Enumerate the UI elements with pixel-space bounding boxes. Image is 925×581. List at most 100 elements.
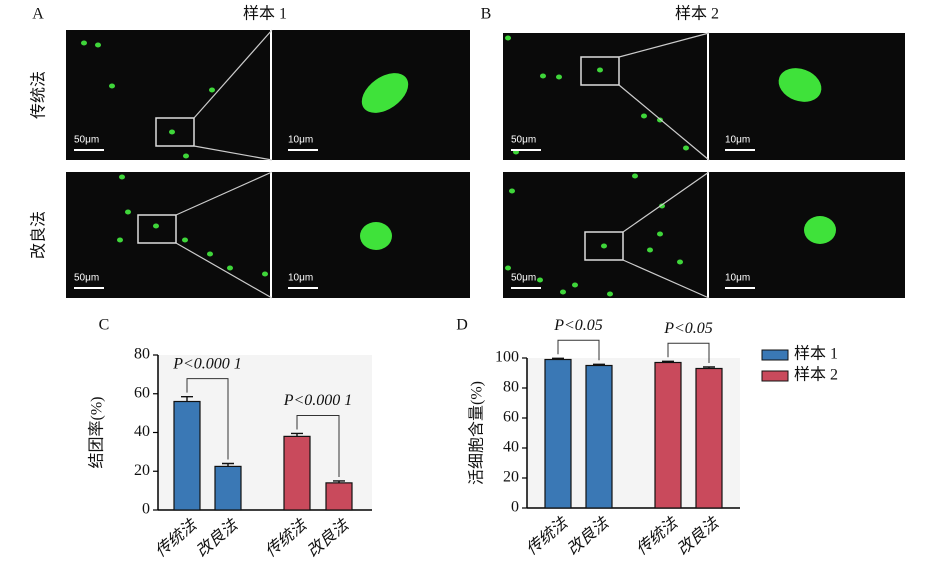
cell — [183, 153, 189, 159]
cell — [647, 247, 653, 253]
cell — [556, 74, 562, 80]
scale-label: 10μm — [288, 273, 313, 284]
y-tick-label: 80 — [134, 346, 150, 363]
error-bar — [552, 357, 564, 360]
error-bar — [703, 366, 715, 369]
cell-zoom — [360, 222, 392, 250]
cell — [572, 282, 578, 288]
cell — [262, 271, 268, 277]
cell — [560, 289, 566, 295]
bar — [283, 435, 311, 511]
panel-title: 样本 1 — [243, 5, 287, 23]
y-tick-label: 100 — [495, 349, 519, 366]
inset-line — [193, 145, 273, 161]
x-tick-label: 传统法 — [523, 513, 573, 559]
x-tick-label: 传统法 — [152, 515, 202, 561]
scale-label: 10μm — [288, 135, 313, 146]
micrograph — [503, 33, 707, 160]
error-bar — [593, 363, 605, 366]
error-bar — [662, 360, 674, 363]
x-tick-label: 传统法 — [633, 513, 683, 559]
inset-line — [175, 171, 273, 216]
cell — [81, 40, 87, 46]
cell — [125, 209, 131, 215]
cell — [207, 251, 213, 257]
significance-label: P<0.000 1 — [283, 392, 353, 409]
inset-line — [622, 259, 710, 299]
panel-label: C — [99, 317, 110, 334]
y-axis-label: 结团率(%) — [88, 397, 106, 469]
y-tick-label: 60 — [503, 409, 519, 426]
x-tick-label: 改良法 — [304, 515, 354, 561]
cell — [607, 291, 613, 297]
cell — [683, 145, 689, 151]
significance-bracket — [557, 339, 600, 361]
cell — [169, 129, 175, 135]
y-tick-label: 80 — [503, 379, 519, 396]
bar — [214, 465, 242, 511]
significance-bracket — [667, 342, 710, 363]
panel-label: B — [481, 6, 492, 23]
x-tick-label: 改良法 — [674, 513, 724, 559]
x-tick-label: 传统法 — [262, 515, 312, 561]
significance-label: P<0.05 — [663, 320, 713, 337]
cell — [227, 265, 233, 271]
cell — [657, 231, 663, 237]
error-bar — [222, 462, 234, 467]
bar — [654, 361, 682, 509]
y-tick-label: 40 — [134, 423, 150, 440]
legend-label: 样本 1 — [794, 345, 838, 363]
cell-zoom — [778, 68, 822, 102]
significance-bracket — [296, 414, 340, 477]
scale-label: 50μm — [511, 135, 536, 146]
bar — [695, 367, 723, 509]
bar — [173, 400, 201, 511]
cell — [677, 259, 683, 265]
scale-label: 50μm — [511, 273, 536, 284]
significance-label: P<0.000 1 — [172, 355, 242, 372]
inset-line — [622, 171, 710, 233]
y-tick-label: 40 — [503, 439, 519, 456]
error-bar — [291, 432, 303, 437]
scale-label: 50μm — [74, 135, 99, 146]
cell — [153, 223, 159, 229]
cell — [537, 277, 543, 283]
cell — [209, 87, 215, 93]
inset-box — [580, 56, 620, 86]
legend-swatch — [761, 349, 789, 361]
scale-label: 10μm — [725, 273, 750, 284]
inset-box — [137, 214, 177, 244]
cell-zoom — [361, 73, 409, 113]
y-axis-label: 活细胞含量(%) — [468, 381, 486, 485]
inset-line — [193, 29, 273, 119]
scale-label: 50μm — [74, 273, 99, 284]
cell — [95, 42, 101, 48]
inset-line — [618, 32, 710, 58]
bar — [325, 482, 353, 511]
cell — [597, 67, 603, 73]
y-tick-label: 60 — [134, 384, 150, 401]
x-tick-label: 改良法 — [564, 513, 614, 559]
error-bar — [181, 395, 193, 402]
cell — [505, 265, 511, 271]
row-label: 传统法 — [30, 71, 48, 119]
cell — [109, 83, 115, 89]
cell — [657, 117, 663, 123]
y-tick-label: 0 — [142, 501, 150, 518]
bar — [585, 364, 613, 509]
inset-line — [618, 84, 710, 161]
inset-box — [584, 231, 624, 261]
cell — [509, 188, 515, 194]
row-label: 改良法 — [30, 211, 48, 259]
inset-line — [175, 242, 273, 299]
bar — [544, 358, 572, 509]
panel-label: D — [456, 317, 468, 334]
cell — [119, 174, 125, 180]
y-tick-label: 0 — [511, 499, 519, 516]
scale-label: 10μm — [725, 135, 750, 146]
cell — [659, 203, 665, 209]
x-tick-label: 改良法 — [193, 515, 243, 561]
inset-box — [155, 117, 195, 147]
y-tick-label: 20 — [134, 462, 150, 479]
